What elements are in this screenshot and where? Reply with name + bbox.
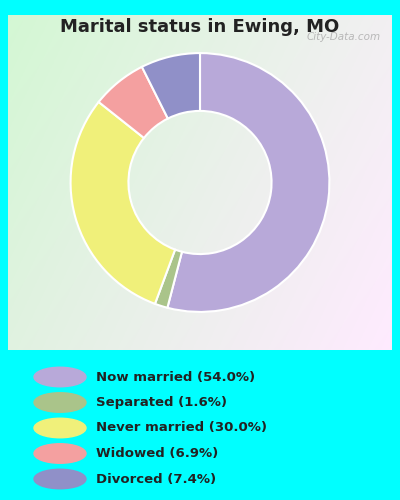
- Wedge shape: [167, 53, 330, 312]
- Text: City-Data.com: City-Data.com: [306, 32, 380, 42]
- Circle shape: [34, 393, 86, 412]
- Wedge shape: [155, 250, 182, 308]
- Circle shape: [34, 367, 86, 387]
- Text: Divorced (7.4%): Divorced (7.4%): [96, 472, 216, 486]
- Text: Now married (54.0%): Now married (54.0%): [96, 370, 255, 384]
- Wedge shape: [70, 102, 175, 304]
- Text: Separated (1.6%): Separated (1.6%): [96, 396, 227, 409]
- Wedge shape: [142, 53, 200, 118]
- Circle shape: [34, 418, 86, 438]
- Circle shape: [34, 469, 86, 489]
- Text: Never married (30.0%): Never married (30.0%): [96, 422, 267, 434]
- Circle shape: [34, 444, 86, 463]
- Wedge shape: [99, 67, 168, 138]
- Text: Marital status in Ewing, MO: Marital status in Ewing, MO: [60, 18, 340, 36]
- Text: Widowed (6.9%): Widowed (6.9%): [96, 447, 218, 460]
